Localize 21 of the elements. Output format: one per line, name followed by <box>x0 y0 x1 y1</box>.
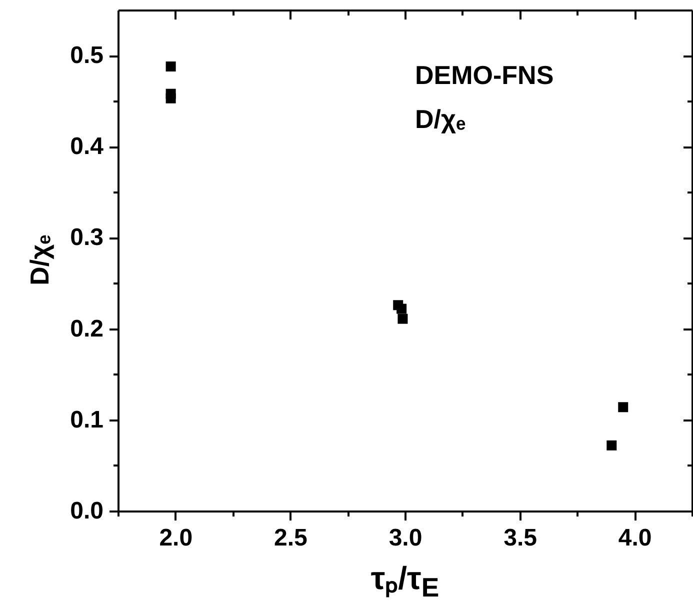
x-axis-title: τₚ/τ$_{E}$ <box>370 559 440 604</box>
y-tick-label: 0.1 <box>70 406 104 434</box>
y-tick-label: 0.5 <box>70 42 104 70</box>
y-tick-label: 0.3 <box>70 224 104 252</box>
y-axis-title: D/χₑ <box>24 234 56 286</box>
point <box>166 93 176 104</box>
x-tick-label: 2.0 <box>159 524 193 552</box>
x-tick-label: 3.5 <box>504 524 537 552</box>
x-tick-label: 2.5 <box>274 524 308 552</box>
annotation: DEMO-FNS <box>415 60 554 91</box>
point <box>396 304 407 314</box>
y-tick-label: 0.2 <box>70 315 104 342</box>
y-tick-label: 0.0 <box>70 498 104 524</box>
point <box>398 314 408 324</box>
y-tick-label: 0.4 <box>70 133 104 160</box>
point <box>618 402 628 412</box>
x-tick-label: 3.0 <box>388 524 422 552</box>
point <box>166 61 176 72</box>
point <box>606 440 617 450</box>
annotation: D/χₑ <box>415 104 466 135</box>
x-tick-label: 4.0 <box>618 524 652 552</box>
